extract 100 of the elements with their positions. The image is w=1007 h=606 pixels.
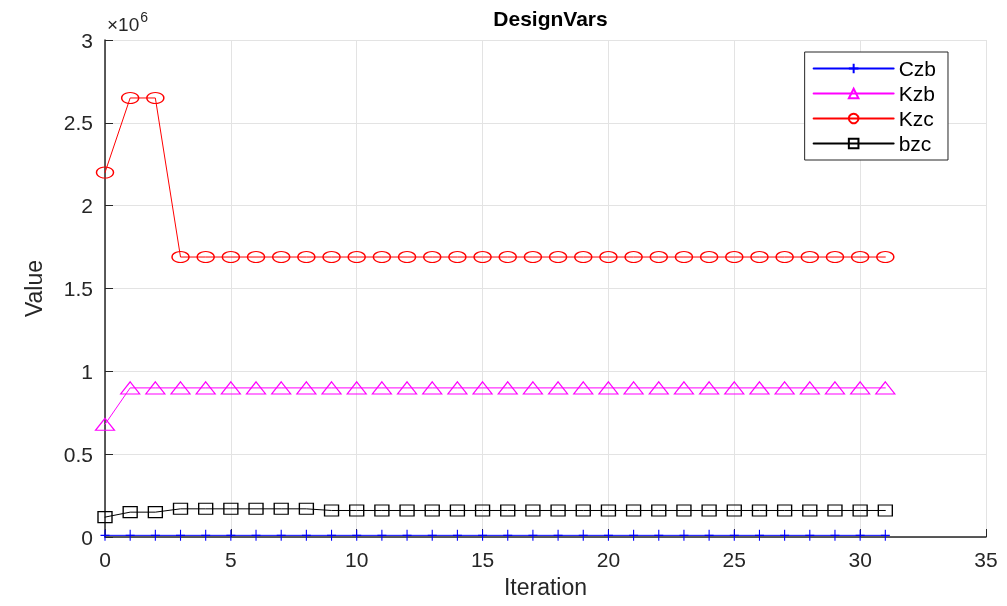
point	[150, 529, 161, 542]
point	[250, 529, 262, 542]
point	[502, 529, 513, 542]
point	[399, 504, 415, 517]
point	[653, 529, 664, 542]
point	[423, 250, 442, 264]
point	[550, 504, 566, 517]
point	[527, 529, 539, 542]
y-tick-label: 2	[81, 194, 93, 218]
point	[626, 504, 642, 517]
point	[323, 504, 340, 517]
point	[301, 529, 312, 542]
point	[246, 250, 266, 264]
point	[651, 504, 667, 517]
point	[297, 250, 316, 264]
y-tick-label: 0.5	[63, 442, 93, 466]
point	[674, 250, 694, 264]
point	[676, 504, 692, 517]
y-tick-label: 2.5	[63, 111, 93, 135]
x-axis-title: Iteration	[503, 573, 588, 600]
point	[498, 250, 517, 264]
point	[473, 250, 492, 264]
point	[175, 529, 186, 542]
point	[500, 504, 516, 517]
point	[424, 504, 440, 517]
point	[726, 504, 742, 517]
point	[452, 529, 463, 542]
point	[427, 529, 438, 542]
point	[477, 529, 488, 542]
point	[322, 250, 341, 264]
point	[775, 250, 794, 264]
point	[474, 504, 491, 517]
point	[198, 502, 214, 515]
point	[575, 504, 591, 517]
x-tick-label: 0	[99, 548, 111, 571]
point	[600, 504, 617, 517]
point	[851, 250, 870, 264]
point	[298, 502, 314, 515]
point	[221, 250, 240, 264]
point	[725, 250, 744, 264]
x-tick-label: 5	[225, 548, 237, 571]
point	[122, 506, 138, 519]
legend-label: Kzc	[898, 107, 934, 130]
point	[876, 250, 895, 264]
point	[603, 529, 614, 542]
x-tick-label: 15	[470, 548, 495, 571]
point	[349, 504, 365, 517]
point	[750, 250, 769, 264]
point	[877, 504, 893, 517]
x-tick-label: 25	[722, 548, 746, 571]
point	[376, 529, 387, 542]
point	[200, 529, 211, 542]
point	[225, 529, 236, 542]
point	[401, 529, 413, 542]
point	[552, 529, 564, 542]
point	[678, 529, 690, 542]
point	[700, 250, 719, 264]
point	[800, 250, 819, 264]
x-tick-label: 10	[345, 548, 369, 571]
point	[272, 250, 291, 264]
point	[147, 506, 163, 519]
point	[804, 529, 815, 542]
point	[880, 529, 891, 542]
y-tick-label: 1	[81, 359, 93, 383]
point	[729, 529, 740, 542]
point	[351, 529, 362, 542]
point	[448, 250, 467, 264]
y-tick-label: 3	[81, 28, 93, 52]
y-axis-title: Value	[20, 259, 47, 318]
point	[326, 529, 337, 542]
point	[276, 529, 287, 542]
point	[549, 250, 568, 264]
point	[574, 250, 593, 264]
point	[121, 91, 140, 105]
point	[852, 504, 868, 517]
point	[829, 529, 841, 542]
point	[125, 529, 136, 542]
legend-label: Kzb	[898, 82, 935, 105]
point	[397, 250, 417, 264]
x-tick-label: 20	[596, 548, 621, 571]
point	[146, 91, 165, 105]
point	[578, 529, 589, 542]
point	[704, 529, 715, 542]
y-tick-label: 0	[81, 525, 93, 549]
legend-label: bzc	[898, 132, 932, 155]
point	[777, 504, 793, 517]
point	[754, 529, 765, 542]
point	[779, 529, 790, 542]
point	[751, 504, 768, 517]
point	[628, 529, 639, 542]
point	[825, 250, 845, 264]
point	[827, 504, 843, 517]
legend-label: Czb	[898, 57, 937, 80]
y-tick-label: 1.5	[63, 277, 93, 300]
point	[624, 250, 643, 264]
point	[701, 504, 717, 517]
point	[649, 250, 668, 264]
point	[372, 250, 391, 264]
x-tick-label: 30	[848, 548, 872, 571]
point	[374, 504, 390, 517]
